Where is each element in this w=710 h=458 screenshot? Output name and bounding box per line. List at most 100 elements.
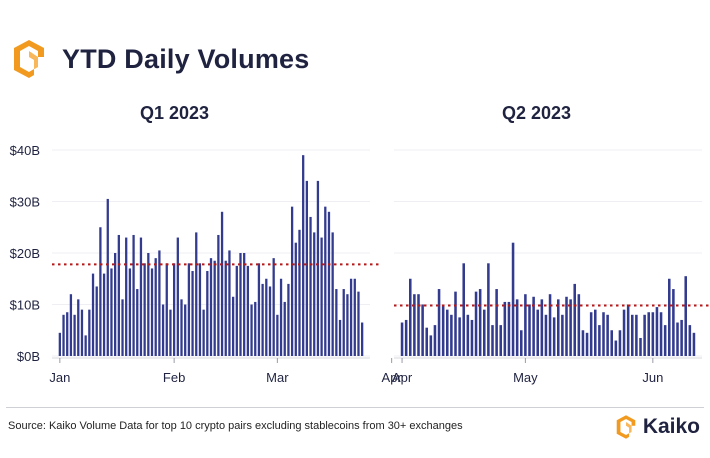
bar [114,253,117,356]
bar [77,299,80,356]
bar [209,258,213,356]
bar [631,314,634,356]
bar [557,299,560,356]
bar [206,271,209,356]
bar [524,294,527,356]
bar [676,322,679,356]
bar [663,325,667,356]
q1-chart-title: Q1 2023 [140,103,210,123]
footer-divider [6,407,704,408]
bar [668,278,671,356]
bar [102,273,106,356]
bar [349,278,353,356]
bar [573,283,576,356]
bar [487,263,490,356]
bar [257,263,261,356]
bar [313,232,316,356]
bar [88,309,91,356]
bar [429,335,433,356]
bar [357,291,360,357]
bar [335,289,338,356]
bar [235,265,238,357]
bar [651,312,655,356]
bar [62,314,65,356]
bar [91,273,95,356]
x-tick-label: Mar [266,370,289,385]
bar [147,253,150,356]
bar [268,286,272,356]
bar [594,309,597,356]
bar [73,314,76,356]
bar [511,242,515,356]
bar [324,206,327,356]
bar [622,309,626,356]
bar [66,312,69,356]
bar [346,294,349,356]
bar [231,296,235,356]
bar [298,229,301,356]
bar [276,314,279,356]
bar [569,299,572,356]
x-tick-label: Jun [642,370,663,385]
x-tick-label: Feb [163,370,185,385]
kaiko-brand-icon [616,415,636,439]
bar [342,289,345,356]
brand-name: Kaiko [642,415,700,438]
bar [413,294,416,356]
bar [261,283,264,356]
bar [287,283,290,356]
bar [84,335,87,356]
bar [106,198,109,356]
bar [161,304,165,356]
bar [433,325,437,356]
bar [515,299,519,356]
bar [290,206,294,356]
x-tick-label: Apr [392,370,413,385]
bar [425,327,428,356]
bar [528,304,531,356]
bar [536,309,539,356]
bar [598,325,601,356]
bar [176,237,179,356]
bar [265,278,268,356]
bar [338,319,342,356]
bar [441,304,445,356]
kaiko-logo-icon [14,40,44,78]
x-tick-label: May [513,370,538,385]
bar [228,250,231,356]
bar [305,180,308,356]
q2-panel: Apr May Jun [392,149,710,385]
y-tick-label: $0B [17,349,40,364]
bar [150,268,154,356]
q2-chart-title: Q2 2023 [502,103,572,123]
bar [213,260,216,356]
bar [195,232,198,356]
bar [614,340,618,356]
bar [454,291,457,357]
q1-panel: Jan Feb Mar Apr $0B $10B $20B $30B $40B [10,143,403,385]
brand: Kaiko [613,414,700,440]
bar [618,330,622,356]
bar [610,330,613,356]
bar [250,304,253,356]
bar [540,299,544,356]
bar [639,337,642,356]
bar [254,301,257,356]
bar [154,258,157,356]
bar [450,314,453,356]
bar [316,180,320,356]
bar [117,234,120,356]
bar [272,258,275,356]
bar [602,312,605,356]
bar [246,265,250,357]
bar [552,317,556,357]
bar [478,289,482,356]
bar [565,296,568,356]
bar [507,301,511,356]
bar [458,317,461,357]
bar [462,263,465,356]
bar [283,301,286,356]
bar [561,314,564,356]
page-title: YTD Daily Volumes [62,44,310,74]
bar [544,314,548,356]
